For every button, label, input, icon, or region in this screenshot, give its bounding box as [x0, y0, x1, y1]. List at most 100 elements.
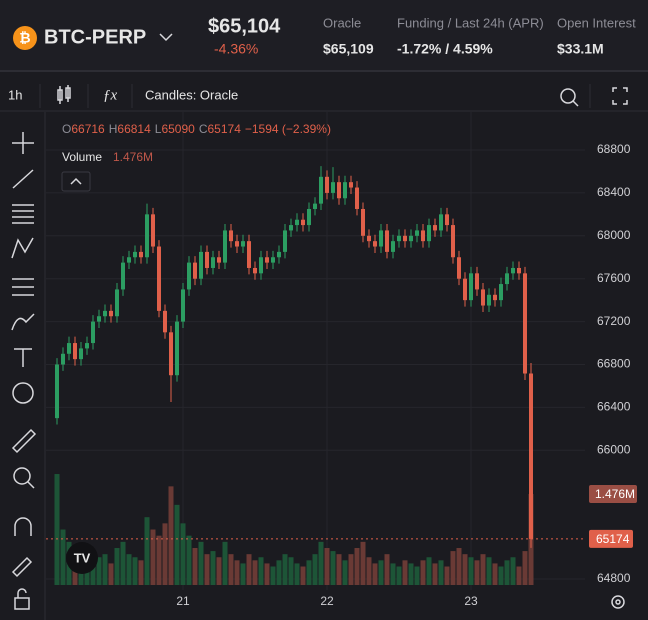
- legend-value: 65174: [208, 122, 242, 136]
- y-tick-label: 64800: [597, 571, 631, 585]
- volume-bar: [384, 554, 390, 585]
- y-tick-label: 68000: [597, 228, 631, 242]
- volume-bar: [150, 529, 156, 585]
- candle-body: [289, 225, 293, 231]
- volume-bar: [372, 563, 378, 585]
- candle-body: [151, 214, 155, 247]
- candle-body: [421, 230, 425, 242]
- candle-body: [439, 214, 443, 231]
- volume-bar: [402, 560, 408, 585]
- y-tick-label: 66800: [597, 357, 631, 371]
- volume-bar: [258, 557, 264, 585]
- volume-bar: [444, 566, 450, 585]
- volume-bar: [144, 517, 150, 585]
- legend-key: O: [62, 122, 71, 136]
- volume-label: 1.476M: [595, 487, 635, 501]
- legend-value: 66716: [71, 122, 105, 136]
- volume-bar: [102, 554, 108, 585]
- legend-value: 65090: [161, 122, 195, 136]
- trendline-tool[interactable]: [12, 169, 34, 189]
- volume-bar: [162, 523, 168, 585]
- volume-bar: [432, 563, 438, 585]
- y-tick-label: 67200: [597, 314, 631, 328]
- tv-logo-text: TV: [74, 550, 91, 565]
- projection-tool[interactable]: [12, 278, 34, 296]
- volume-bar: [96, 557, 102, 585]
- candle-body: [169, 332, 173, 376]
- volume-bar: [270, 566, 276, 585]
- legend-change: −1594 (−2.39%): [245, 122, 331, 136]
- volume-bar: [120, 541, 126, 585]
- last-price-label: 65174: [596, 532, 630, 546]
- magnet-tool[interactable]: [14, 517, 32, 536]
- collapse-button[interactable]: [61, 171, 91, 192]
- volume-bar: [204, 554, 210, 585]
- volume-bar: [222, 541, 228, 585]
- candle-body: [397, 235, 401, 242]
- lock-tool[interactable]: [14, 597, 30, 610]
- volume-bar: [216, 557, 222, 585]
- volume-bar: [168, 486, 174, 585]
- volume-bar: [330, 551, 336, 585]
- volume-bar: [60, 529, 66, 585]
- volume-bar: [450, 551, 456, 585]
- volume-bar: [426, 557, 432, 585]
- legend-key: L: [155, 122, 162, 136]
- volume-bar: [294, 563, 300, 585]
- y-tick-label: 66000: [597, 442, 631, 456]
- candle-body: [175, 321, 179, 376]
- fib-tool[interactable]: [12, 204, 34, 224]
- candle-source-button[interactable]: Candles: Oracle: [145, 87, 238, 102]
- zoom-tool[interactable]: [13, 467, 31, 485]
- price-change: -4.36%: [214, 41, 258, 57]
- crosshair-tool[interactable]: [12, 132, 34, 154]
- volume-bar: [366, 557, 372, 585]
- ruler-tool[interactable]: [11, 428, 37, 454]
- market-name[interactable]: BTC-PERP: [44, 26, 146, 48]
- indicators-button[interactable]: ƒx: [103, 87, 118, 103]
- fullscreen-button[interactable]: [612, 87, 628, 105]
- candle-body: [367, 235, 371, 242]
- last-price-badge: [589, 529, 633, 548]
- volume-bar: [390, 563, 396, 585]
- brush-tool[interactable]: [11, 313, 35, 331]
- interval-button[interactable]: 1h: [8, 87, 22, 102]
- icon-tool[interactable]: [12, 382, 34, 404]
- y-tick-label: 67600: [597, 271, 631, 285]
- volume-bar: [228, 554, 234, 585]
- stat-value: $33.1M: [557, 41, 604, 57]
- text-tool[interactable]: [14, 348, 32, 367]
- candle-body: [445, 214, 449, 226]
- settings-button[interactable]: [611, 595, 625, 609]
- x-tick-label: 21: [176, 594, 190, 608]
- candle-body: [211, 257, 215, 268]
- candle-body: [409, 235, 413, 242]
- candle-body: [181, 289, 185, 322]
- volume-bar: [108, 563, 114, 585]
- market-dropdown[interactable]: [159, 33, 173, 42]
- volume-bar: [246, 554, 252, 585]
- candle-body: [85, 343, 89, 349]
- volume-bar: [132, 557, 138, 585]
- candle-body: [301, 219, 305, 226]
- pattern-tool[interactable]: [11, 237, 34, 259]
- drawing-tools: [11, 132, 37, 610]
- candle-body: [79, 348, 83, 360]
- volume-bar: [198, 541, 204, 585]
- header-bar: [0, 0, 648, 70]
- screenshot-button[interactable]: [560, 88, 579, 107]
- chart-type-button[interactable]: [57, 85, 71, 104]
- candle-body: [265, 257, 269, 263]
- legend-key: C: [199, 122, 208, 136]
- candle-body: [205, 251, 209, 268]
- candle-body: [253, 267, 257, 274]
- candle-body: [61, 353, 65, 365]
- volume-bar: [288, 557, 294, 585]
- candle-body: [187, 262, 191, 290]
- candle-body: [355, 187, 359, 209]
- lock-draw-tool[interactable]: [11, 556, 33, 578]
- stat-label: Open Interest: [557, 15, 636, 30]
- candle-body: [295, 219, 299, 226]
- candle-body: [271, 257, 275, 263]
- volume-bar: [336, 554, 342, 585]
